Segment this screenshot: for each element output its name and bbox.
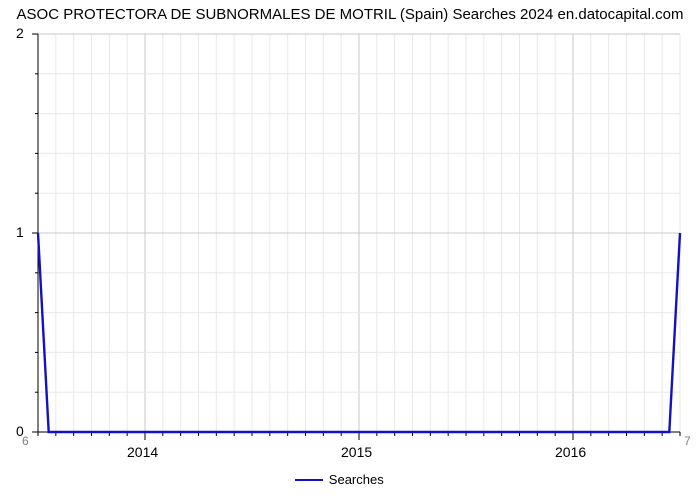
x-tick-label: 2015 [341, 444, 372, 460]
corner-label-bottom-left: 6 [22, 434, 29, 448]
legend-label: Searches [329, 472, 384, 487]
x-tick-label: 2014 [127, 444, 158, 460]
chart-container: ASOC PROTECTORA DE SUBNORMALES DE MOTRIL… [0, 0, 700, 500]
y-tick-label: 2 [16, 25, 24, 41]
x-tick-label: 2016 [555, 444, 586, 460]
chart-title: ASOC PROTECTORA DE SUBNORMALES DE MOTRIL… [0, 6, 700, 23]
plot-area [38, 34, 680, 432]
legend: Searches [295, 472, 384, 487]
y-tick-label: 1 [16, 224, 24, 240]
legend-swatch [295, 479, 323, 481]
chart-svg [38, 34, 680, 432]
corner-label-bottom-right: 7 [684, 434, 691, 448]
